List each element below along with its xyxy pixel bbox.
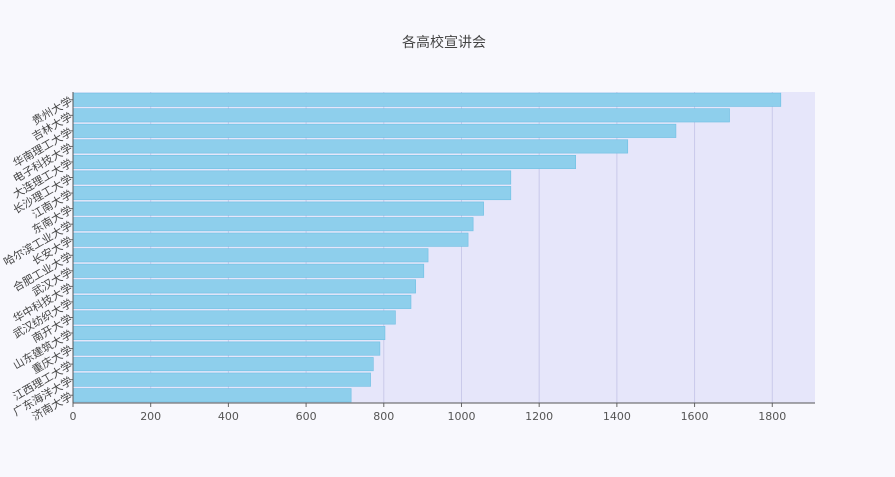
bar (72, 341, 381, 356)
bar (72, 139, 629, 154)
bar (72, 170, 512, 185)
y-axis: 贵州大学吉林大学华南理工大学电子科技大学大连理工大学长沙理工大学江南大学东南大学… (1, 92, 75, 423)
x-tick-label: 600 (296, 410, 317, 423)
x-axis: 0 200 400 600 800 1000 1200 1400 1600 1800 (70, 402, 815, 423)
bar (72, 357, 374, 372)
bar (72, 310, 396, 325)
plot-area (73, 92, 815, 403)
bar (72, 201, 484, 216)
bar (72, 248, 429, 263)
bar (72, 232, 469, 247)
bar (72, 263, 425, 278)
x-tick-label: 400 (218, 410, 239, 423)
x-tick-label: 0 (70, 410, 77, 423)
bar (72, 294, 412, 309)
bar (72, 123, 677, 138)
bar (72, 372, 371, 387)
x-tick-label: 1400 (603, 410, 631, 423)
x-tick-label: 1800 (758, 410, 786, 423)
x-tick-label: 1000 (447, 410, 475, 423)
bar (72, 108, 730, 123)
x-tick-label: 200 (140, 410, 161, 423)
x-tick-label: 800 (373, 410, 394, 423)
bar (72, 186, 512, 201)
bar (72, 326, 386, 341)
bar (72, 279, 416, 294)
bar (72, 217, 474, 232)
bar (72, 154, 576, 169)
x-tick-label: 1200 (525, 410, 553, 423)
x-tick-label: 1600 (681, 410, 709, 423)
bar (72, 92, 782, 107)
bar (72, 388, 352, 403)
chart-title: 各高校宣讲会 (402, 34, 486, 51)
